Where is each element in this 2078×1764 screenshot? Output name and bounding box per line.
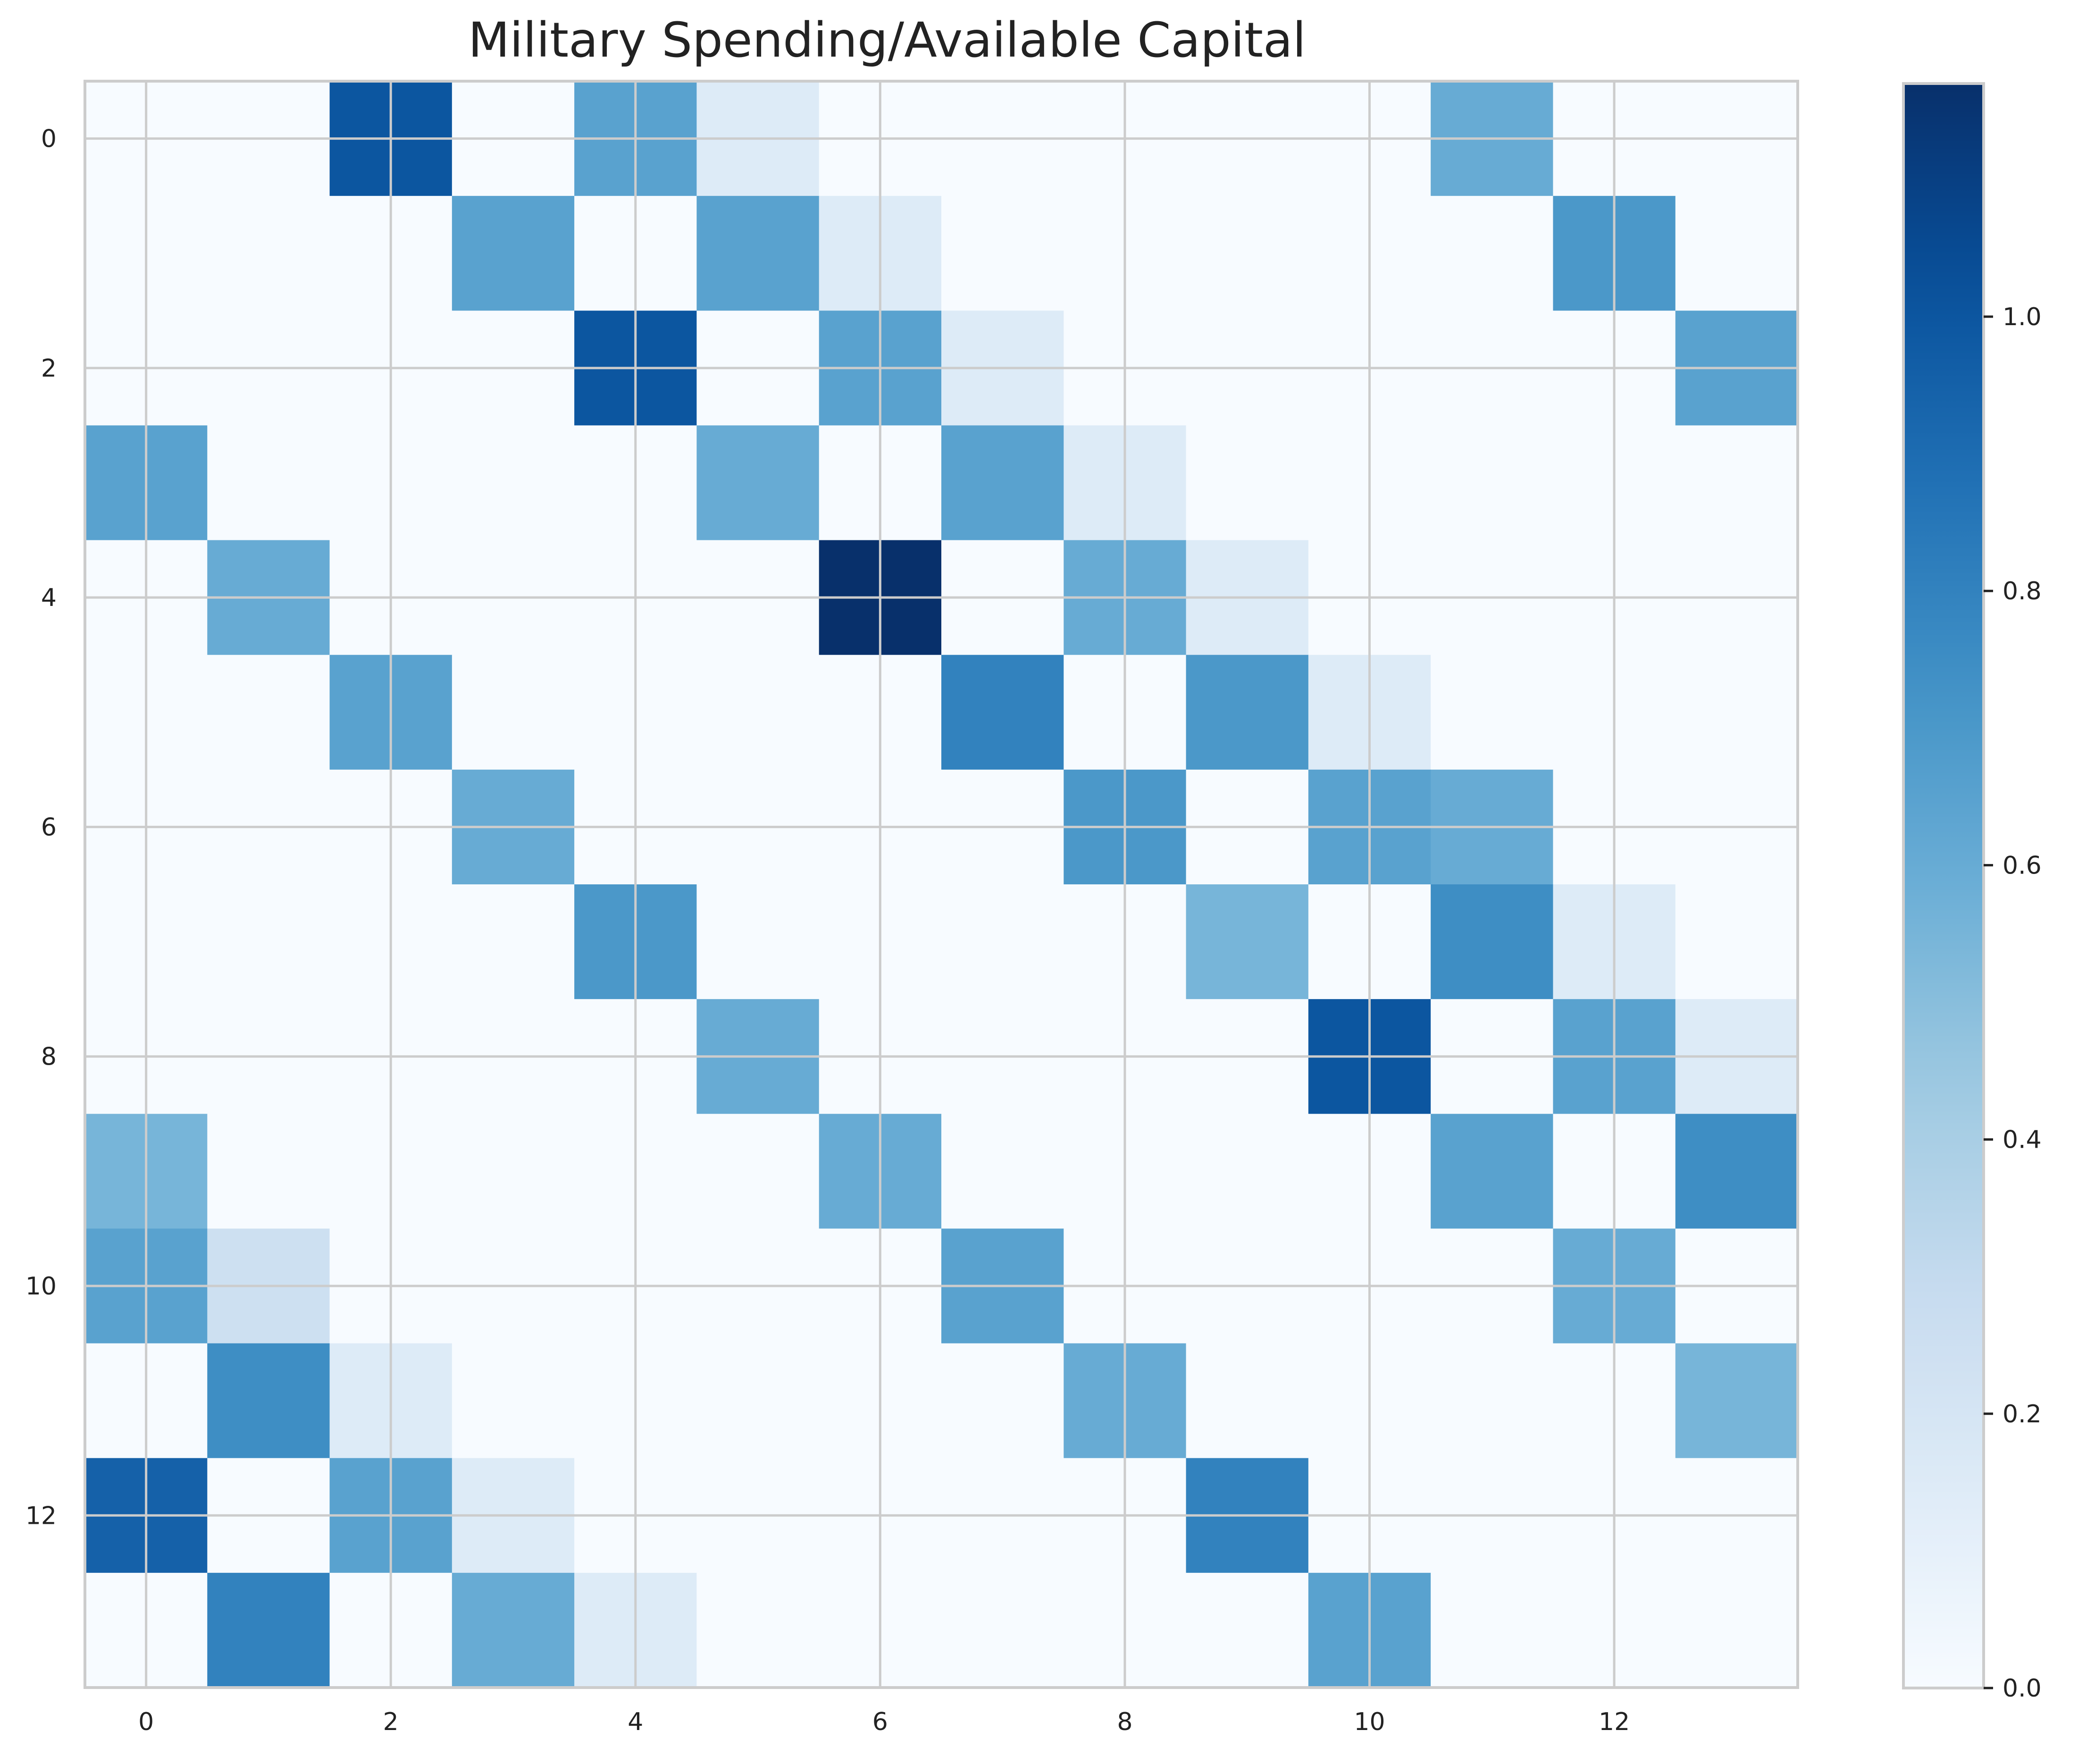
heatmap-cell-r11-c9	[1186, 1343, 1309, 1459]
heatmap-cell-r13-c5	[696, 1572, 820, 1688]
heatmap-cell-r9-c7	[941, 1114, 1064, 1229]
heatmap-cell-r3-c11	[1431, 425, 1554, 541]
heatmap-cell-r11-c13	[1675, 1343, 1798, 1459]
y-tick-label-10: 10	[25, 1272, 57, 1301]
heatmap-cell-r11-c5	[696, 1343, 820, 1459]
heatmap-cell-r5-c5	[696, 655, 820, 770]
plot-frame	[84, 80, 1799, 1689]
colorbar-tick-label-1: 0.2	[2003, 1400, 2042, 1428]
colorbar-tick-label-4: 0.8	[2003, 577, 2042, 605]
heatmap-cell-r7-c3	[452, 884, 575, 1000]
y-axis: 0 2 4 6 8 10 12	[25, 125, 57, 1530]
heatmap-cell-r5-c11	[1431, 655, 1554, 770]
x-tick-label-6: 6	[872, 1708, 888, 1736]
heatmap-cell-r11-c1	[207, 1343, 330, 1459]
chart-title: Military Spending/Available Capital	[468, 12, 1306, 68]
colorbar-tick-label-3: 0.6	[2003, 851, 2042, 880]
heatmap-cell-r7-c9	[1186, 884, 1309, 1000]
colorbar-tick-label-2: 0.4	[2003, 1126, 2042, 1154]
heatmap-cell-r13-c11	[1431, 1572, 1554, 1688]
heatmap-cell-r11-c11	[1431, 1343, 1554, 1459]
heatmap-cell-r9-c9	[1186, 1114, 1309, 1229]
x-tick-label-2: 2	[383, 1708, 399, 1736]
y-tick-label-12: 12	[25, 1502, 57, 1530]
heatmap-cell-r5-c9	[1186, 655, 1309, 770]
heatmap-cell-r7-c1	[207, 884, 330, 1000]
y-tick-label-0: 0	[41, 125, 57, 153]
heatmap-cell-r1-c5	[696, 196, 820, 311]
heatmap-cell-r7-c13	[1675, 884, 1798, 1000]
heatmap-cell-r5-c3	[452, 655, 575, 770]
heatmap-cell-r7-c11	[1431, 884, 1554, 1000]
colorbar-tick-label-5: 1.0	[2003, 303, 2042, 331]
heatmap-cell-r9-c13	[1675, 1114, 1798, 1229]
y-tick-label-4: 4	[41, 584, 57, 612]
heatmap-cell-r3-c9	[1186, 425, 1309, 541]
x-tick-label-10: 10	[1354, 1708, 1385, 1736]
heatmap-cell-r9-c1	[207, 1114, 330, 1229]
y-tick-label-8: 8	[41, 1043, 57, 1071]
grid-lines	[85, 81, 1798, 1688]
heatmap-cell-r3-c3	[452, 425, 575, 541]
heatmap-cell-r5-c7	[941, 655, 1064, 770]
y-tick-label-6: 6	[41, 813, 57, 841]
heatmap-cell-r7-c5	[696, 884, 820, 1000]
heatmap-cell-r13-c7	[941, 1572, 1064, 1688]
x-axis: 0 2 4 6 8 10 12	[138, 1708, 1630, 1736]
y-tick-label-2: 2	[41, 354, 57, 383]
heatmap-cell-r9-c11	[1431, 1114, 1554, 1229]
x-tick-label-8: 8	[1117, 1708, 1132, 1736]
heatmap-cell-r11-c3	[452, 1343, 575, 1459]
heatmap-cell-r5-c1	[207, 655, 330, 770]
x-tick-label-4: 4	[628, 1708, 643, 1736]
heatmap-cell-r13-c3	[452, 1572, 575, 1688]
heatmap-cell-r3-c7	[941, 425, 1064, 541]
heatmap-cell-r1-c11	[1431, 196, 1554, 311]
colorbar	[1902, 82, 1985, 1689]
heatmap-cell-r7-c7	[941, 884, 1064, 1000]
colorbar-ticks: 0.0 0.2 0.4 0.6 0.8 1.0	[1984, 303, 2042, 1703]
heatmap-cell-r13-c9	[1186, 1572, 1309, 1688]
heatmap-cell-r13-c1	[207, 1572, 330, 1688]
heatmap-cell-r1-c1	[207, 196, 330, 311]
colorbar-tick-label-0: 0.0	[2003, 1674, 2042, 1703]
heatmap-cell-r11-c7	[941, 1343, 1064, 1459]
heatmap-cell-r1-c7	[941, 196, 1064, 311]
heatmap-cell-r1-c3	[452, 196, 575, 311]
heatmap-cell-r5-c13	[1675, 655, 1798, 770]
heatmap-cell-r1-c9	[1186, 196, 1309, 311]
heatmap-cell-r1-c13	[1675, 196, 1798, 311]
x-tick-label-12: 12	[1599, 1708, 1630, 1736]
heatmap-cell-r9-c3	[452, 1114, 575, 1229]
heatmap-cells	[85, 81, 1798, 1688]
heatmap-cell-r9-c5	[696, 1114, 820, 1229]
heatmap-cell-r3-c5	[696, 425, 820, 541]
heatmap-cell-r13-c13	[1675, 1572, 1798, 1688]
heatmap-cell-r3-c1	[207, 425, 330, 541]
x-tick-label-0: 0	[138, 1708, 154, 1736]
heatmap-cell-r3-c13	[1675, 425, 1798, 541]
